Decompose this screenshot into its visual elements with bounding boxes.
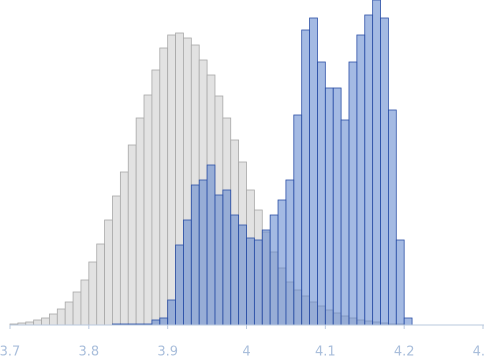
histogram-bar [309,17,318,326]
histogram-bar [175,244,184,326]
histogram-bar [72,291,82,326]
histogram-bar [143,94,153,326]
histogram-bar [183,219,192,326]
histogram-bar [324,87,334,326]
histogram-bar [380,17,389,326]
histogram-bar [80,279,90,326]
histogram-bar [119,171,129,326]
histogram-bar [261,229,271,326]
histogram-bar [269,214,279,326]
histogram-bar [403,317,413,326]
histogram-bar [151,69,161,326]
histogram-bar [332,87,342,326]
x-tick-label: 3.9 [157,345,178,360]
histogram-bar [277,199,287,326]
histogram-bar [159,47,169,326]
histogram-bar [167,299,176,326]
histogram-bar [112,195,121,326]
histogram-bar [238,224,247,326]
histogram-bar [206,164,216,326]
x-tick-label: 4 [242,345,250,360]
histogram-bar [127,144,137,326]
x-tick-label: 4.1 [315,345,336,360]
histogram-bar [135,117,145,326]
histogram-bar [340,119,350,326]
histogram-bar [56,308,66,326]
histogram-bar [49,313,58,326]
histogram-bar [222,189,232,326]
histogram-bar [293,114,303,326]
histogram-bar [230,214,240,326]
histogram-bar [33,319,42,326]
histogram-bar [198,179,208,326]
histogram-bar [190,184,200,326]
x-tick-label: 4.2 [394,345,415,360]
histogram-bar [246,237,255,326]
histogram-bar [387,109,397,326]
x-tick-label: 3.7 [0,345,20,360]
histogram-bar [372,0,381,326]
histogram-bar [104,219,113,326]
histogram-bar [167,34,176,326]
histogram-bar [64,301,74,326]
histogram-bar [96,243,106,326]
histogram-bar [364,14,374,326]
histogram-bar [159,317,169,326]
histogram-bar [214,194,224,326]
histogram-bar [285,179,295,326]
histogram-bar [301,29,310,326]
histogram-bar [395,239,405,326]
histogram-bar [151,319,161,326]
histogram-bar [253,239,263,326]
histogram-bar [348,61,358,326]
histogram-bar [41,317,50,326]
histogram-bar [88,261,98,326]
histogram-bar [356,34,366,326]
x-tick-label: 3.8 [78,345,99,360]
histogram-bar [317,61,326,326]
x-tick-label: 4.3 [473,345,484,360]
